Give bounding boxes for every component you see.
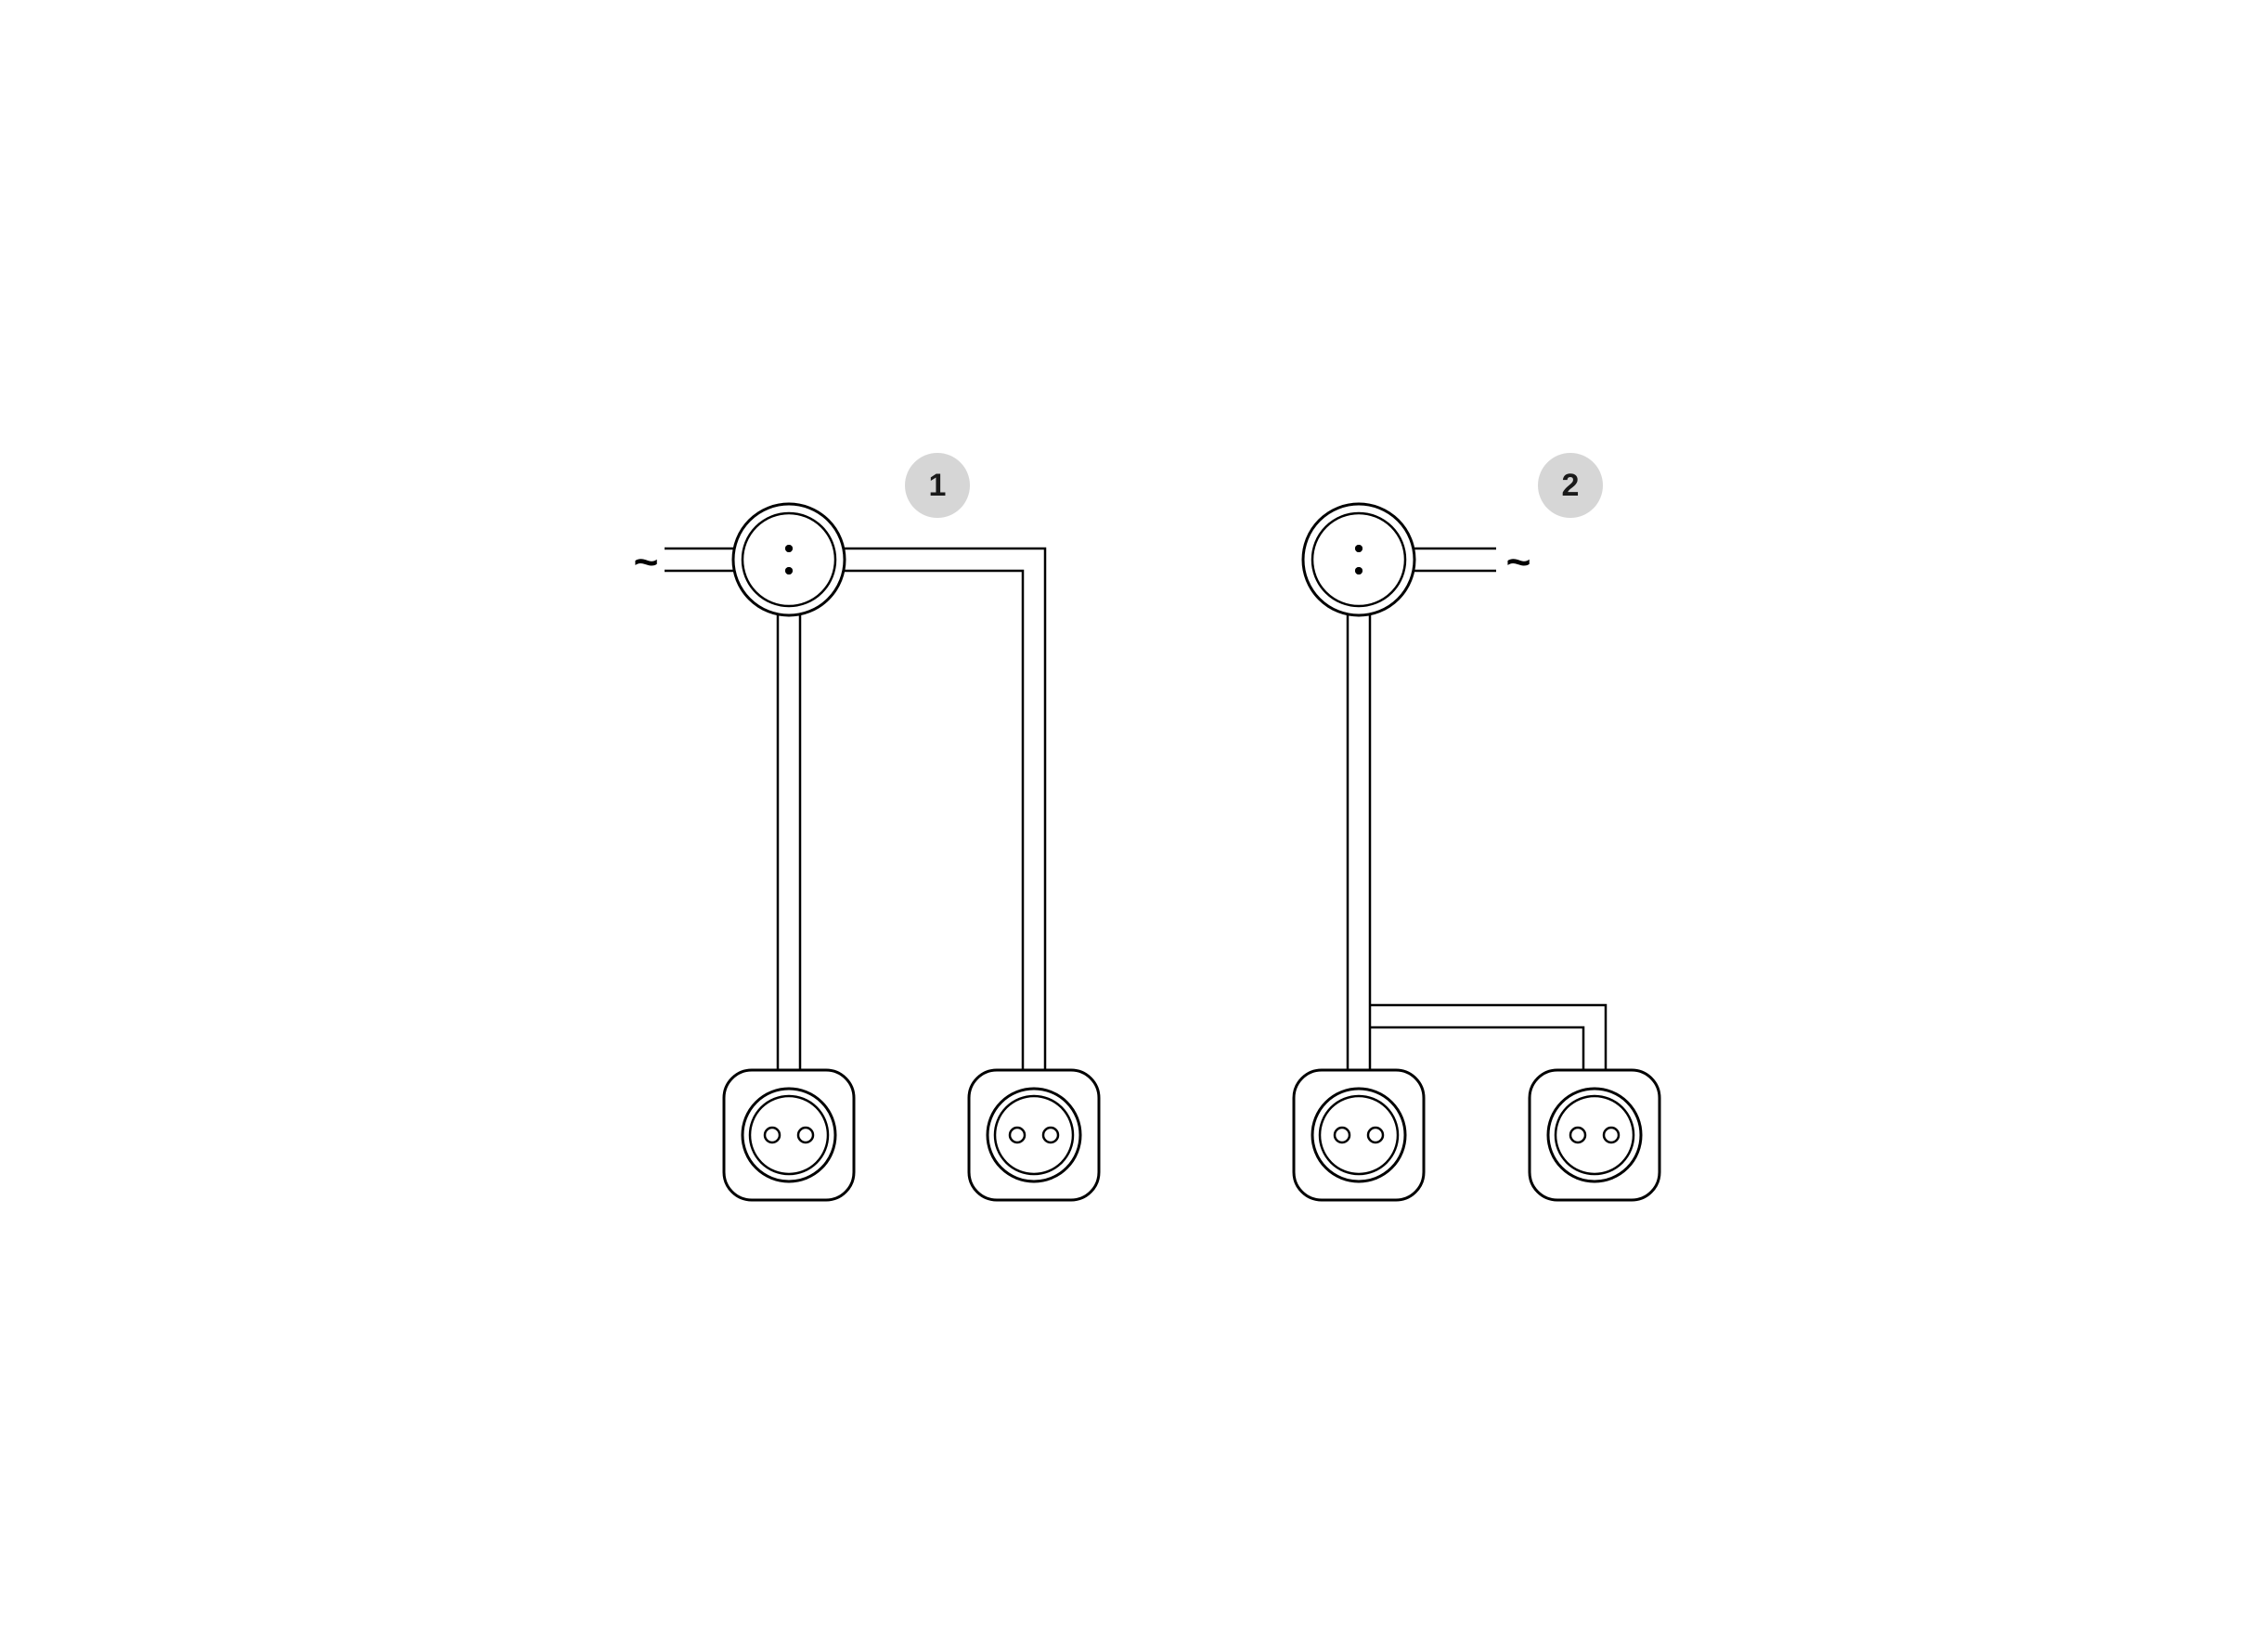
junction-dot — [785, 567, 793, 574]
power-socket — [724, 1070, 854, 1200]
ac-source-icon: ~ — [1505, 537, 1530, 586]
wire — [1370, 1027, 1583, 1070]
diagram-badge-label: 2 — [1561, 468, 1579, 503]
power-socket — [1294, 1070, 1424, 1200]
wire — [789, 571, 1023, 1070]
diagram-badge: 2 — [1538, 453, 1603, 518]
junction-box — [1303, 504, 1414, 615]
power-socket — [969, 1070, 1099, 1200]
junction-dot — [1355, 567, 1362, 574]
power-socket — [1530, 1070, 1659, 1200]
junction-dot — [1355, 545, 1362, 552]
junction-box — [733, 504, 845, 615]
ac-source-icon: ~ — [633, 537, 658, 586]
wiring-diagram: ~1 ~2 — [536, 393, 1724, 1260]
wire — [789, 549, 1045, 1070]
wire — [1370, 1005, 1606, 1070]
diagram-badge-label: 1 — [928, 468, 946, 503]
diagram-badge: 1 — [905, 453, 970, 518]
junction-dot — [785, 545, 793, 552]
